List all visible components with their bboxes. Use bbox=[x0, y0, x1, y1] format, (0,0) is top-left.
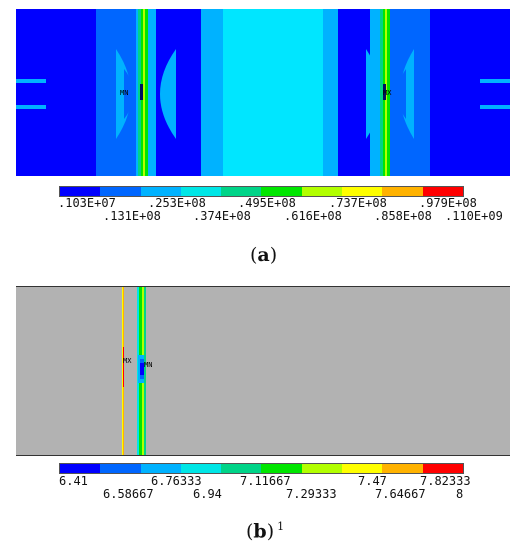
max-marker-a: MX bbox=[383, 89, 392, 97]
legend-swatch bbox=[261, 464, 302, 473]
legend-swatch bbox=[382, 187, 423, 196]
legend-label: 7.47 bbox=[358, 474, 387, 488]
min-marker-b: MN bbox=[144, 361, 153, 369]
color-legend-b bbox=[59, 463, 464, 474]
color-legend-a bbox=[59, 186, 464, 197]
legend-label: 7.64667 bbox=[375, 487, 426, 501]
min-marker-a: MN bbox=[120, 89, 129, 97]
legend-label: .737E+08 bbox=[329, 196, 387, 210]
legend-label: .979E+08 bbox=[419, 196, 477, 210]
legend-swatch bbox=[422, 187, 463, 196]
legend-label: 7.82333 bbox=[420, 474, 471, 488]
legend-swatch bbox=[100, 464, 141, 473]
legend-swatch bbox=[100, 187, 141, 196]
contour-plot-b: MX MN bbox=[16, 286, 510, 456]
legend-label: 6.58667 bbox=[103, 487, 154, 501]
max-marker-b: MX bbox=[123, 357, 132, 365]
legend-label: .103E+07 bbox=[58, 196, 116, 210]
contour-plot-a: MN MX bbox=[16, 9, 510, 176]
legend-swatch bbox=[140, 187, 181, 196]
caption-b: (b) 1 bbox=[246, 520, 285, 543]
legend-swatch bbox=[382, 464, 423, 473]
legend-label: .131E+08 bbox=[103, 209, 161, 223]
legend-swatch bbox=[221, 187, 262, 196]
legend-swatch bbox=[422, 464, 463, 473]
legend-swatch bbox=[221, 464, 262, 473]
caption-a: (a) bbox=[250, 244, 278, 266]
legend-swatch bbox=[180, 464, 222, 473]
legend-label: .495E+08 bbox=[238, 196, 296, 210]
legend-label: .616E+08 bbox=[284, 209, 342, 223]
legend-label: 8 bbox=[456, 487, 464, 501]
legend-label: 7.11667 bbox=[240, 474, 291, 488]
legend-swatch bbox=[180, 187, 222, 196]
contour-plot-b-graphic bbox=[16, 287, 510, 455]
legend-label: 6.41 bbox=[59, 474, 88, 488]
contour-plot-a-graphic bbox=[16, 9, 510, 176]
legend-swatch bbox=[342, 464, 383, 473]
legend-swatch bbox=[301, 187, 343, 196]
legend-label: .110E+09 bbox=[445, 209, 503, 223]
legend-swatch bbox=[140, 464, 181, 473]
legend-label: .374E+08 bbox=[193, 209, 251, 223]
legend-swatch bbox=[60, 464, 101, 473]
legend-swatch bbox=[261, 187, 302, 196]
legend-label: 6.94 bbox=[193, 487, 222, 501]
legend-label: 7.29333 bbox=[286, 487, 337, 501]
legend-label: .858E+08 bbox=[374, 209, 432, 223]
legend-swatch bbox=[60, 187, 101, 196]
legend-swatch bbox=[301, 464, 343, 473]
legend-label: .253E+08 bbox=[148, 196, 206, 210]
legend-label: 6.76333 bbox=[151, 474, 202, 488]
legend-swatch bbox=[342, 187, 383, 196]
